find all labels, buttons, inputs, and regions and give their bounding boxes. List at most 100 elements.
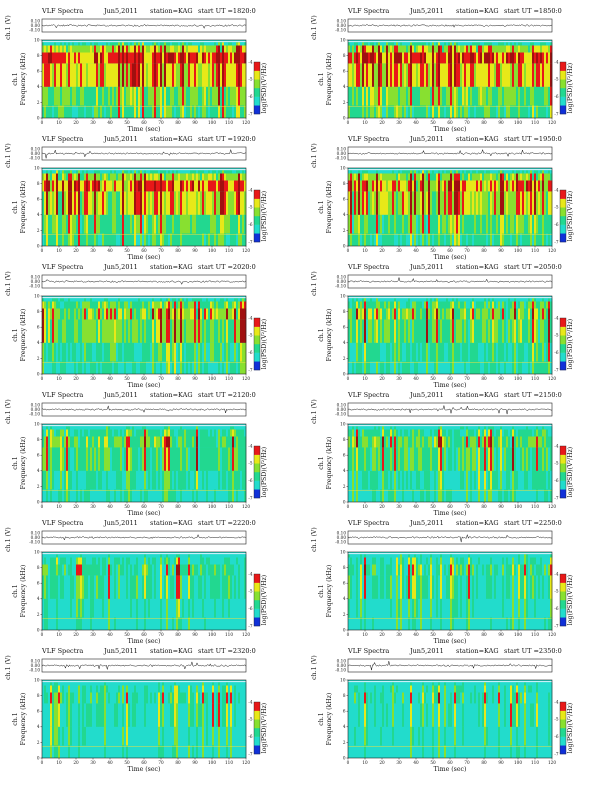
spectrogram-cell [520,45,523,53]
spectrogram-cell [232,308,235,320]
spectrogram-cell [168,170,171,174]
spectrogram-cell [452,342,455,362]
spectrogram-cell [56,361,59,374]
spectrogram-cell [366,170,369,174]
spectrogram-cell [520,361,523,374]
spectrogram-cell [398,298,401,302]
spectrogram-cell [424,298,427,302]
spectrogram-cell [80,233,83,246]
y-tick-label: 4 [37,84,40,89]
spectrogram-cell [436,319,439,343]
spectrogram-cell [468,319,471,343]
spectrogram-cell [406,63,409,87]
spectrogram-cell [136,170,139,174]
spectrogram-cell [536,180,539,192]
spectrogram-cell [84,489,87,502]
spectrogram-cell [194,342,197,362]
spectrogram-cell [526,173,529,181]
spectrogram-cell [244,429,247,437]
spectrogram-cell [138,63,141,87]
spectrogram-cell [52,191,55,215]
spectrogram-cell [122,214,125,234]
spectrogram-cell [106,319,109,343]
spectrogram-cell [488,42,491,46]
spectrogram-cell [156,361,159,374]
colorbar-tick-label: -4 [248,443,252,448]
spectrogram-cell [82,342,85,362]
spectrogram-cell [398,342,401,362]
spectrogram-cell [550,319,553,343]
spectrogram-cell [548,214,551,234]
spectrogram-cell [506,361,509,374]
spectrogram-cell [358,298,361,302]
spectrogram-cell [518,86,521,106]
spectrogram-cell [406,301,409,309]
spectrogram-cell [370,86,373,106]
spectrogram-cell [116,86,119,106]
spectrogram-cell [46,52,49,64]
spectrogram-cell [410,489,413,502]
spectrogram-cell [492,52,495,64]
spectrogram-cell [194,86,197,106]
spectrogram-cell [374,429,377,437]
spectrogram-cell [508,191,511,215]
spectrogram-cell [220,298,223,302]
spectrogram-cell [138,301,141,309]
spectrogram-cell [538,86,541,106]
spectrogram-cell [230,470,233,490]
spectrogram-cell [86,86,89,106]
spectrogram-cell [234,308,237,320]
spectrogram-cell [52,470,55,490]
spectrogram-cell [116,426,119,430]
spectrogram-cell [376,180,379,192]
spectrogram-cell [244,470,247,490]
spectrogram-cell [134,191,137,215]
spectrogram-cell [238,214,241,234]
spectrogram-cell [230,361,233,374]
spectrogram-cell [220,436,223,448]
spectrogram-cell [150,426,153,430]
spectrogram-cell [352,301,355,309]
spectrogram-cell [56,233,59,246]
spectrogram-cell [242,170,245,174]
spectrogram-cell [358,470,361,490]
spectrogram-cell [106,470,109,490]
spectrogram-cell [428,105,431,118]
spectrogram-cell [218,319,221,343]
x-tick-label: 90 [192,120,198,125]
spectrogram-cell [146,361,149,374]
waveform-frame [347,18,553,33]
spectrogram-cell [234,180,237,192]
spectrogram-cell [418,489,421,502]
spectrogram-cell [114,105,117,118]
spectrogram-cell [502,308,505,320]
spectrogram-cell [72,42,75,46]
spectrogram-cell [150,170,153,174]
spectrogram-cell [512,301,515,309]
spectrogram-cell [480,214,483,234]
spectrogram-cell [416,308,419,320]
spectrogram-cell [354,308,357,320]
x-tick-label: 30 [90,504,96,509]
spectrogram-cell [116,233,119,246]
spectrogram-cell [546,63,549,87]
spectrogram-cell [118,470,121,490]
spectrogram-cell [84,233,87,246]
spectrogram-cell [400,45,403,53]
spectrogram-cell [396,173,399,181]
spectrogram-cell [98,63,101,87]
spectrogram-cell [420,45,423,53]
spectrogram-cell [550,191,553,215]
spectrogram-cell [436,298,439,302]
spectrogram-cell [80,191,83,215]
spectrogram-cell [170,298,173,302]
spectrogram-cell [496,180,499,192]
spectrogram-cell [156,214,159,234]
spectrogram-cell [526,298,529,302]
spectrogram-cell [134,233,137,246]
spectrogram-cell [542,52,545,64]
spectrogram-cell [138,361,141,374]
spectrogram-cell [100,191,103,215]
spectrogram-cell [156,105,159,118]
spectrogram-cell [508,42,511,46]
